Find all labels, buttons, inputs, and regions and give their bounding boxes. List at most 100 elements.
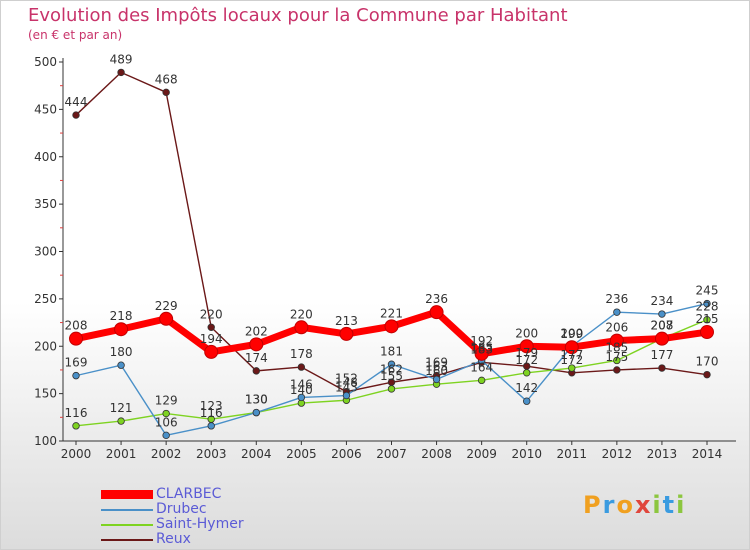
logo-letter: i: [676, 491, 687, 519]
data-label-reux: 489: [110, 52, 133, 66]
data-label-drubec: 106: [155, 415, 178, 429]
data-label-saint-hymer: 140: [290, 383, 313, 397]
data-point-drubec: [658, 310, 666, 318]
data-label-clarbec: 206: [605, 321, 628, 335]
legend-label-drubec: Drubec: [156, 501, 207, 517]
data-point-clarbec: [114, 322, 129, 337]
data-label-saint-hymer: 160: [425, 364, 448, 378]
data-point-reux: [613, 366, 621, 374]
legend-item-reux: Reux: [101, 531, 341, 548]
x-tick-label: 2013: [647, 447, 678, 461]
data-point-drubec: [387, 360, 396, 368]
data-label-clarbec: 220: [290, 307, 313, 321]
x-tick-label: 2000: [61, 447, 92, 461]
data-point-drubec: [342, 391, 351, 400]
data-point-reux: [703, 370, 711, 379]
data-label-reux: 175: [605, 350, 628, 364]
data-point-clarbec: [159, 311, 174, 326]
legend-label-reux: Reux: [156, 531, 191, 547]
data-point-drubec: [207, 422, 215, 430]
logo-letter: x: [634, 491, 653, 519]
data-point-clarbec: [339, 326, 354, 341]
data-label-reux: 183: [470, 342, 493, 356]
data-label-saint-hymer: 129: [155, 394, 178, 408]
data-label-reux: 170: [696, 355, 719, 369]
data-point-clarbec: [294, 320, 309, 335]
data-label-reux: 152: [335, 372, 358, 386]
y-tick-label: 400: [34, 150, 57, 164]
logo-letter: t: [662, 491, 677, 519]
y-tick-label: 200: [34, 339, 57, 353]
data-label-saint-hymer: 172: [515, 353, 538, 367]
x-tick-label: 2014: [692, 447, 723, 461]
data-label-reux: 162: [380, 362, 403, 376]
data-point-reux: [297, 363, 306, 371]
data-label-drubec: 169: [65, 356, 88, 370]
logo-letter: P: [583, 491, 603, 519]
x-tick-label: 2005: [286, 447, 317, 461]
data-label-saint-hymer: 121: [110, 401, 133, 415]
legend-swatch-reux: [101, 539, 153, 541]
data-point-clarbec: [204, 344, 219, 359]
data-point-clarbec: [474, 346, 489, 361]
x-tick-label: 2012: [602, 447, 633, 461]
data-point-clarbec: [519, 339, 534, 354]
data-label-drubec: 234: [650, 294, 673, 308]
data-point-drubec: [703, 299, 711, 308]
data-label-drubec: 200: [560, 326, 583, 340]
data-label-drubec: 185: [470, 340, 493, 354]
legend-label-clarbec: CLARBEC: [156, 486, 222, 502]
data-point-reux: [252, 367, 260, 375]
data-point-saint-hymer: [703, 316, 711, 324]
proxiti-logo: Proxiti: [583, 491, 686, 519]
data-label-clarbec: 236: [425, 292, 448, 306]
chart-subtitle: (en € et par an): [28, 28, 123, 42]
x-tick-label: 2001: [106, 447, 137, 461]
data-label-clarbec: 199: [560, 327, 583, 341]
data-label-reux: 172: [560, 353, 583, 367]
legend-item-drubec: Drubec: [101, 501, 341, 518]
data-label-drubec: 130: [245, 393, 268, 407]
data-label-drubec: 116: [200, 406, 223, 420]
data-point-saint-hymer: [387, 385, 396, 393]
data-label-reux: 468: [155, 72, 178, 86]
data-point-saint-hymer: [477, 376, 486, 385]
x-tick-label: 2007: [376, 447, 407, 461]
x-tick-label: 2002: [151, 447, 182, 461]
data-label-drubec: 181: [380, 344, 403, 358]
data-point-saint-hymer: [117, 417, 125, 425]
legend-swatch-clarbec: [101, 490, 153, 499]
data-label-drubec: 146: [290, 377, 313, 391]
chart-title: Evolution des Impôts locaux pour la Comm…: [28, 5, 568, 26]
data-point-clarbec: [384, 319, 399, 334]
data-label-clarbec: 208: [650, 319, 673, 333]
data-label-clarbec: 218: [110, 309, 133, 323]
data-label-reux: 220: [200, 307, 223, 321]
data-point-saint-hymer: [523, 369, 531, 377]
data-label-saint-hymer: 164: [470, 360, 493, 374]
data-label-drubec: 180: [110, 345, 133, 359]
data-point-reux: [162, 88, 170, 97]
data-label-reux: 444: [65, 95, 88, 109]
data-label-drubec: 148: [335, 376, 358, 390]
y-tick-label: 250: [34, 292, 57, 306]
x-tick-label: 2009: [466, 447, 497, 461]
data-point-saint-hymer: [613, 356, 621, 365]
data-point-reux: [207, 323, 215, 331]
data-label-saint-hymer: 155: [380, 369, 403, 383]
data-label-saint-hymer: 123: [200, 399, 223, 413]
y-tick-label: 150: [34, 387, 57, 401]
data-point-clarbec: [609, 333, 624, 348]
data-label-clarbec: 202: [245, 324, 268, 338]
data-label-drubec: 245: [696, 284, 719, 298]
data-label-saint-hymer: 116: [65, 406, 88, 420]
data-label-clarbec: 208: [65, 319, 88, 333]
data-point-saint-hymer: [568, 364, 576, 372]
data-label-drubec: 236: [605, 292, 628, 306]
data-label-clarbec: 229: [155, 299, 178, 313]
data-label-saint-hymer: 130: [245, 393, 268, 407]
data-label-clarbec: 215: [696, 312, 719, 326]
data-label-saint-hymer: 207: [650, 319, 673, 333]
